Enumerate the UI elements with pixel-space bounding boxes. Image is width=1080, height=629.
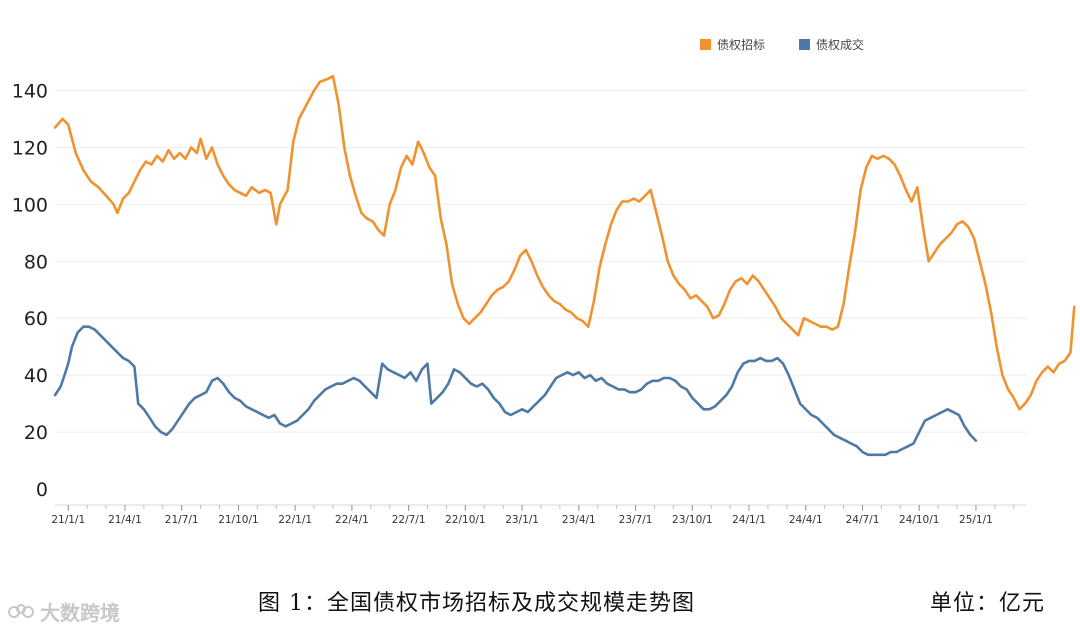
y-tick-label: 80 bbox=[24, 251, 48, 273]
y-tick-label: 0 bbox=[36, 479, 48, 501]
x-tick-label: 23/1/1 bbox=[505, 514, 539, 526]
y-tick-label: 60 bbox=[24, 308, 48, 330]
figure-caption: 图 1：全国债权市场招标及成交规模走势图 bbox=[258, 591, 695, 616]
y-tick-label: 20 bbox=[24, 422, 48, 444]
y-tick-label: 140 bbox=[12, 80, 48, 102]
x-tick-label: 22/1/1 bbox=[278, 514, 312, 526]
line-chart: 0 20 40 60 80 100 120 140 21/1/1 21/4/1 21/7/1 21/1… bbox=[12, 74, 1076, 526]
series-line-tender bbox=[53, 74, 1076, 411]
x-tick-label: 23/4/1 bbox=[562, 514, 596, 526]
x-tick-label: 24/1/1 bbox=[732, 514, 766, 526]
x-tick-label: 23/7/1 bbox=[619, 514, 653, 526]
x-tick-label: 22/10/1 bbox=[445, 514, 485, 526]
x-tick-label: 21/1/1 bbox=[51, 514, 85, 526]
chart-legend: 债权招标 债权成交 bbox=[700, 36, 864, 53]
watermark: 大数跨境 bbox=[8, 597, 120, 626]
x-tick-label: 24/7/1 bbox=[846, 514, 880, 526]
x-tick-label: 25/1/1 bbox=[959, 514, 993, 526]
y-tick-label: 40 bbox=[24, 365, 48, 387]
legend-label-deal: 债权成交 bbox=[816, 38, 865, 52]
unit-label: 单位：亿元 bbox=[930, 591, 1046, 616]
x-tick-label: 24/10/1 bbox=[899, 514, 939, 526]
watermark-logo-icon bbox=[8, 603, 34, 618]
legend-swatch-tender bbox=[700, 39, 711, 50]
x-tick-label: 22/7/1 bbox=[392, 514, 426, 526]
legend-item-tender[interactable]: 债权招标 bbox=[700, 36, 765, 53]
series-line-deal bbox=[53, 325, 978, 457]
x-tick-label: 23/10/1 bbox=[672, 514, 712, 526]
x-tick-label: 24/4/1 bbox=[789, 514, 823, 526]
y-tick-label: 120 bbox=[12, 137, 48, 159]
x-tick-label: 21/7/1 bbox=[165, 514, 199, 526]
y-tick-label: 100 bbox=[12, 194, 48, 216]
legend-item-deal[interactable]: 债权成交 bbox=[799, 36, 864, 53]
x-tick-label: 21/4/1 bbox=[108, 514, 142, 526]
legend-label-tender: 债权招标 bbox=[717, 38, 766, 52]
legend-swatch-deal bbox=[799, 39, 811, 50]
watermark-text: 大数跨境 bbox=[40, 601, 120, 625]
x-tick-label: 22/4/1 bbox=[335, 514, 369, 526]
x-tick-label: 21/10/1 bbox=[218, 514, 258, 526]
